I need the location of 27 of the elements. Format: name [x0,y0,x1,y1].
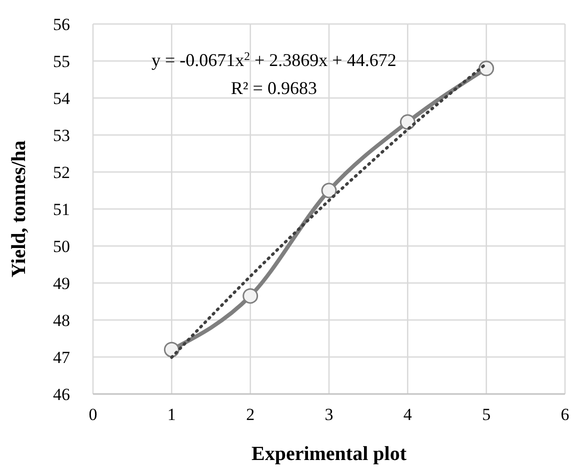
y-tick-label: 56 [53,14,70,34]
y-tick-label: 47 [53,348,70,367]
point [321,182,337,198]
x-tick-label: 3 [324,405,334,424]
y-tick-label: 48 [53,310,70,330]
x-tick-label: 4 [403,405,412,424]
point [400,114,416,130]
y-tick-label: 55 [53,52,70,71]
point [242,288,258,304]
x-tick-label: 5 [482,405,491,424]
annotation: R² = 0.9683 [230,78,317,98]
annotation: y = -0.0671x$^{2}$ + 2.3869x + 44.672 [152,50,396,70]
y-tick-label: 54 [53,88,70,108]
y-tick-label: 50 [53,236,70,256]
x-tick-label: 1 [167,405,176,424]
x-axis-title: Experimental plot [252,443,407,465]
y-tick-label: 53 [53,126,70,145]
point [164,342,180,358]
x-tick-label: 2 [246,405,255,424]
y-tick-label: 46 [53,384,70,404]
y-tick-label: 52 [53,162,70,182]
y-tick-label: 51 [53,200,70,219]
point [478,60,494,76]
y-axis-title: Yield, tonnes/ha [8,140,30,278]
y-tick-label: 49 [53,274,70,293]
x-tick-label: 6 [560,405,570,424]
x-tick-label: 0 [88,405,98,424]
